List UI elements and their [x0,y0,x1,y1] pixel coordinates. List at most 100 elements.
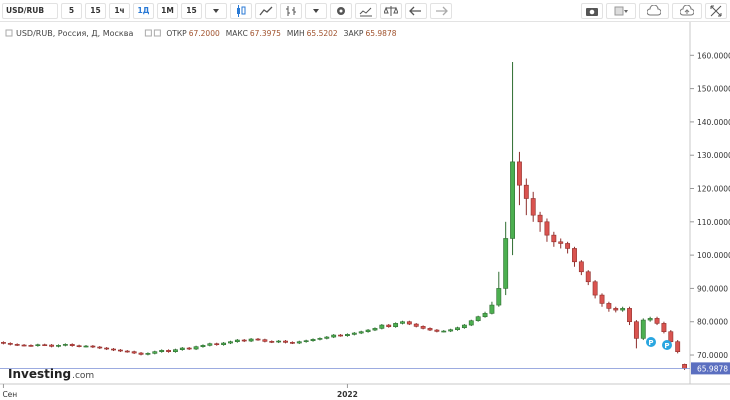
y-tick-label: 120.0000 [697,185,730,194]
candle-body [682,364,687,369]
ohlc-name: МАКС [226,29,248,38]
y-tick-label: 100.0000 [697,251,730,260]
candle-body [413,323,419,327]
candle-body [173,349,178,352]
y-tick-label: 150.0000 [697,85,730,94]
candle-body [427,328,433,331]
candle-body [42,344,48,347]
redo-button[interactable] [430,2,452,19]
y-tick-label: 130.0000 [697,151,730,160]
indicators-button[interactable] [355,2,377,19]
candle-body [434,329,440,332]
candle-body [324,336,330,339]
candle-body [461,324,467,329]
y-tick-label: 110.0000 [697,218,730,227]
compare-button[interactable] [380,2,402,19]
undo-button[interactable] [405,2,427,19]
icon [213,8,219,13]
interval-button[interactable]: 1Д [133,2,154,19]
icon [586,7,598,16]
candle-body [56,345,61,347]
candle-body [613,308,619,311]
candle-body [124,350,130,353]
candle-body [517,161,522,186]
plot [1,61,687,370]
y-tick-label: 140.0000 [697,118,730,127]
candle-body [317,338,323,340]
candle-body [661,323,667,333]
candle-body [530,198,536,216]
candle-body [269,341,275,343]
candle-body [406,321,412,325]
ohlc-name: ОТКР [166,29,187,38]
icon [647,4,661,15]
candle-body [241,339,247,342]
candle-body [7,343,13,345]
candle-body [647,318,653,321]
candle-body [145,353,151,355]
candle-body [283,340,288,343]
candle-body [234,339,240,343]
candle-body [35,344,41,347]
candle-body [592,281,598,296]
chart: USD/RUB, Россия, Д, Москва ОТКР 67.2000 МАК… [0,22,730,400]
candle-body [558,241,564,244]
icon [409,6,421,15]
candle-body [393,323,399,328]
interval-button[interactable]: 15 [181,2,202,19]
dropdown-button[interactable] [305,2,327,19]
icon [710,5,722,16]
cloud-load-button[interactable] [639,2,669,19]
dropdown-button[interactable] [205,2,227,19]
candle-body [578,261,584,273]
ohlc-value: 65.9878 [365,29,396,38]
bars-button[interactable] [280,2,302,19]
candle-body [289,342,295,344]
cloud-save-button[interactable] [672,2,702,19]
candle-body [248,338,254,342]
candle-body [358,331,364,334]
legend-icon [5,29,13,37]
candle-body [97,346,103,349]
candle-body [21,344,27,347]
legend-button [153,29,161,37]
interval-button[interactable]: 5 [61,2,82,19]
last-price-label: 65.9878 [697,364,728,373]
line-button[interactable] [255,2,277,19]
candles-button[interactable] [230,2,252,19]
candle-body [441,330,447,333]
interval-button[interactable]: 1ч [109,2,130,19]
ohlc-name: МИН [287,29,305,38]
symbol-box[interactable]: USD/RUB [2,2,58,19]
candle-body [351,332,357,335]
candle-body [489,304,495,314]
interval-button[interactable]: 15 [85,2,106,19]
fullscreen-button[interactable] [705,2,727,19]
candle-body [228,341,233,344]
candle-body [207,343,213,346]
icon [436,6,448,15]
candle-body [640,319,646,339]
candle-body [14,344,20,346]
candle-body [386,324,392,328]
candle-body [276,340,282,343]
candle-body [90,345,96,348]
x-tick-label: 2022 [337,390,358,399]
last-price-tag [691,362,730,375]
candle-body [49,344,55,347]
candle-body [496,288,502,306]
icon [313,8,319,13]
candle-body [159,350,165,352]
event-marker-label: P [664,342,669,350]
candle-body [420,326,426,329]
camera-button[interactable] [581,2,603,19]
candle-body [331,334,337,338]
color-button[interactable] [606,2,636,19]
interval-button[interactable]: 1М [157,2,178,19]
candle-body [179,347,185,350]
icon [384,5,398,16]
candle-body [62,344,68,346]
settings-button[interactable] [330,2,352,19]
candle-body [633,321,639,339]
